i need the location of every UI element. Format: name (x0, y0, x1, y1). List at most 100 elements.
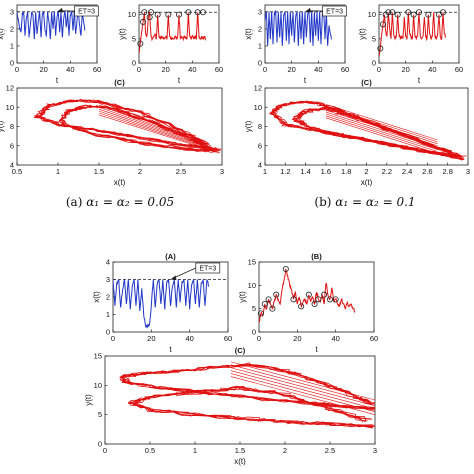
b_B-event-marker (394, 11, 401, 18)
b_C-xtick-label-10: 3 (466, 167, 470, 176)
b_C-trajectory (268, 100, 467, 161)
a_C-return-line (98, 112, 206, 148)
a_B-event-marker (154, 11, 161, 18)
a_C-return-line (98, 101, 206, 143)
a_A-ytick-label-3: 3 (10, 7, 14, 16)
a_A-xlabel: t (56, 76, 59, 85)
b_B-xtick-label-0: 0 (377, 65, 381, 74)
b_C-return-line (325, 111, 438, 148)
b_C-xtick-label-0: 1 (263, 167, 267, 176)
a_C-xtick-label-4: 2.5 (176, 167, 186, 176)
caption-alpha: α₁ = α₂ = 0.1 (335, 195, 415, 209)
b_A-ytick-label-3: 3 (258, 7, 262, 16)
b_C-return-line (325, 113, 438, 150)
c_C-xtick-label-0: 0 (103, 446, 107, 455)
c_C-return-line (230, 376, 375, 415)
c_C-return-line (230, 364, 375, 404)
b_C-xtick-label-6: 2.2 (382, 167, 392, 176)
a_A-xtick-label-2: 40 (66, 65, 74, 74)
a_B-xtick-label-2: 40 (188, 65, 196, 74)
c_B-event-marker (257, 310, 264, 317)
b_C-loop-inner (291, 107, 467, 158)
b_A-xlabel: t (304, 76, 307, 85)
b_C-xtick-label-3: 1.6 (321, 167, 331, 176)
a_C-frame (16, 87, 223, 166)
b_A-xtick-label-2: 40 (314, 65, 322, 74)
b_C-loop-outer (270, 100, 465, 161)
a_A-ytick-label-1: 1 (10, 41, 14, 50)
b_C-xtick-label-5: 2 (364, 167, 368, 176)
b_C-return-line (325, 109, 438, 147)
c_A-ytick-label-2: 2 (106, 293, 110, 302)
a_C-ytick-label-0: 4 (10, 161, 14, 170)
a_A-series-line (17, 9, 86, 40)
b_B-frame (378, 4, 460, 64)
a_C-xtick-label-1: 1 (56, 167, 60, 176)
a_C-trajectory (33, 98, 222, 154)
a_B-ylabel: y(t) (118, 28, 127, 40)
caption-1: (b) α₁ = α₂ = 0.1 (314, 195, 415, 209)
b_B-series-line (379, 12, 447, 56)
a_C-xlabel: x(t) (114, 178, 126, 187)
b_C-loop-inner (293, 107, 460, 158)
b_C-ytick-label-0: 4 (258, 161, 262, 170)
c_B-xtick-label-3: 60 (370, 334, 378, 343)
a_B-xtick-label-1: 20 (161, 65, 169, 74)
a_C-title: (C) (114, 78, 125, 87)
c_A-ytick-label-0: 0 (106, 328, 110, 337)
c_A-series-line (113, 279, 210, 329)
a_B-event-marker (165, 11, 172, 18)
c_A-title: (A) (165, 252, 176, 261)
c_C-return-line (230, 373, 375, 413)
c_C-loop-outer (120, 364, 375, 410)
b_B-xtick-label-3: 60 (455, 65, 463, 74)
a_B-event-marker (175, 11, 182, 18)
b_C-return-line (325, 106, 438, 143)
c_B-event-marker (273, 291, 280, 298)
c_C-title: (C) (235, 346, 246, 355)
c_C-loop-inner (133, 385, 373, 428)
b_B-ytick-label-2: 10 (368, 10, 376, 19)
c_B-xtick-label-2: 40 (331, 334, 339, 343)
a_B-xlabel: t (178, 76, 181, 85)
c_C-loop-outer (119, 362, 373, 410)
b_B-event-marker (377, 45, 384, 52)
b_A-xtick-label-0: 0 (263, 65, 267, 74)
b_C-loop-inner (294, 106, 462, 159)
b_C-return-line (325, 117, 438, 154)
c_C-return-line (230, 370, 375, 410)
a_C-ylabel: y(t) (0, 120, 5, 132)
b_A-ytick-label-2: 2 (258, 24, 262, 33)
c_A-ytick-label-4: 4 (106, 258, 110, 267)
c_B-event-marker (269, 305, 276, 312)
b_A-annotation-arrowhead (305, 7, 311, 13)
c_B-event-marker (290, 296, 297, 303)
b_C-xtick-label-8: 2.6 (422, 167, 432, 176)
b_C-ytick-label-1: 6 (258, 141, 262, 150)
b_C-title: (C) (361, 78, 372, 87)
b_C-ytick-label-2: 8 (258, 122, 262, 131)
c_B-ytick-label-3: 15 (248, 258, 256, 267)
b_B-event-marker (389, 9, 396, 16)
c_B-ytick-label-2: 10 (248, 281, 256, 290)
b_B-event-marker (415, 9, 422, 16)
b_C-loop-inner (297, 107, 461, 158)
c_A-xlabel: t (169, 345, 172, 354)
a_C-return-line (98, 108, 206, 147)
c_C-xtick-label-5: 2.5 (325, 446, 335, 455)
b_B-event-marker (439, 9, 446, 16)
c_C-ytick-label-0: 0 (98, 440, 102, 449)
a_B-event-marker (185, 9, 192, 16)
c_A-ytick-label-3: 3 (106, 275, 110, 284)
caption-alpha: α₁ = α₂ = 0.05 (86, 195, 174, 209)
a_C-loop-inner (58, 105, 218, 151)
b_C-ylabel: y(t) (244, 120, 253, 132)
a_C-ytick-label-1: 6 (10, 141, 14, 150)
b_B-event-marker (405, 9, 412, 16)
c_B-event-marker (298, 303, 305, 310)
c_B-xtick-label-0: 0 (257, 334, 261, 343)
a_B-event-marker (139, 18, 146, 25)
a_A-ytick-label-2: 2 (10, 24, 14, 33)
a_C-return-line (98, 105, 206, 145)
